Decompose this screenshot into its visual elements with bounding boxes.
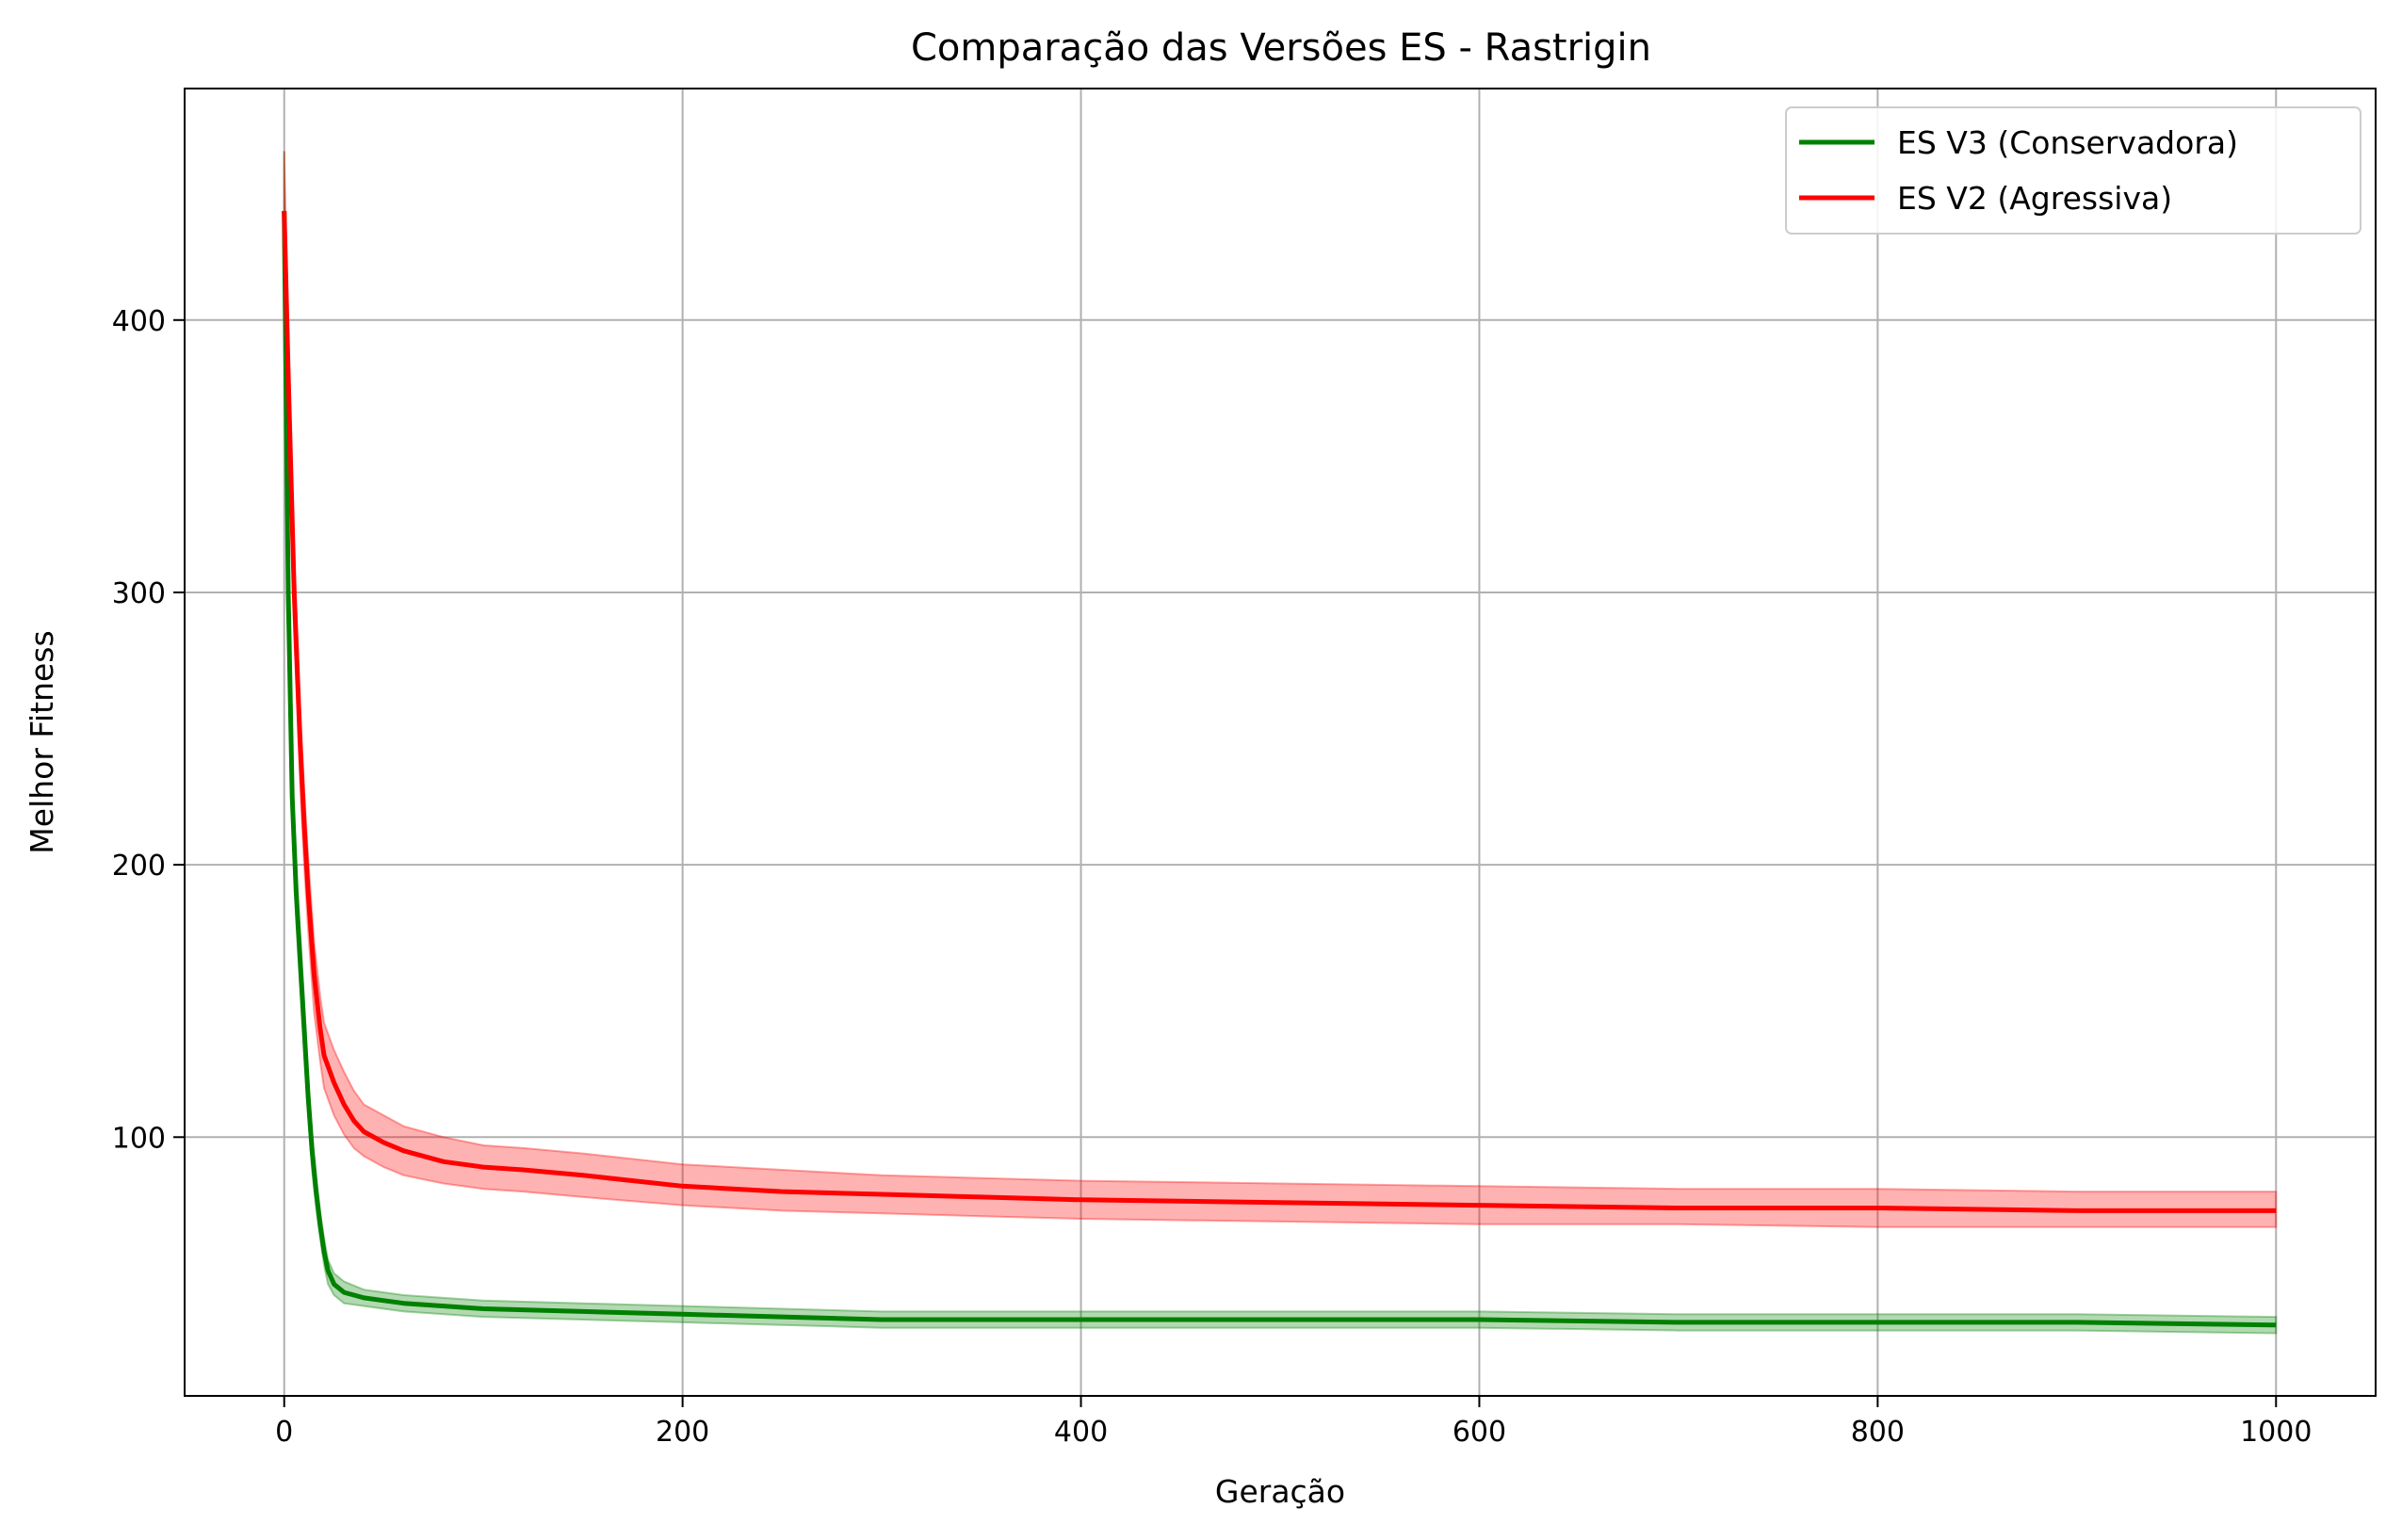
y-axis-label: Melhor Fitness [24, 630, 60, 853]
series-lines [282, 211, 2277, 1328]
legend-label: ES V3 (Conservadora) [1897, 124, 2238, 161]
legend-label: ES V2 (Agressiva) [1897, 180, 2172, 217]
x-tick-label: 400 [1054, 1416, 1108, 1449]
x-tick-label: 0 [275, 1416, 293, 1449]
plot-frame [184, 88, 2377, 1397]
series-line [282, 211, 2277, 1213]
y-axis: 100 200 300 400 [112, 305, 185, 1155]
chart-title: Comparação das Versões ES - Rastrigin [911, 26, 1651, 70]
y-tick-label: 200 [112, 850, 166, 883]
x-tick-label: 1000 [2240, 1416, 2312, 1449]
series-band [283, 151, 2278, 1228]
legend: ES V3 (Conservadora) ES V2 (Agressiva) [1785, 106, 2361, 235]
grid [185, 89, 2376, 1396]
y-tick-label: 400 [112, 305, 166, 338]
x-axis: 0 200 400 600 800 1000 [275, 1396, 2312, 1449]
y-tick-label: 100 [112, 1122, 166, 1155]
series-line [282, 211, 2277, 1328]
legend-box [1785, 106, 2361, 235]
x-tick-label: 600 [1453, 1416, 1506, 1449]
x-tick-label: 200 [656, 1416, 709, 1449]
y-tick-label: 300 [112, 577, 166, 610]
x-tick-label: 800 [1851, 1416, 1905, 1449]
x-axis-label: Geração [1215, 1473, 1345, 1510]
